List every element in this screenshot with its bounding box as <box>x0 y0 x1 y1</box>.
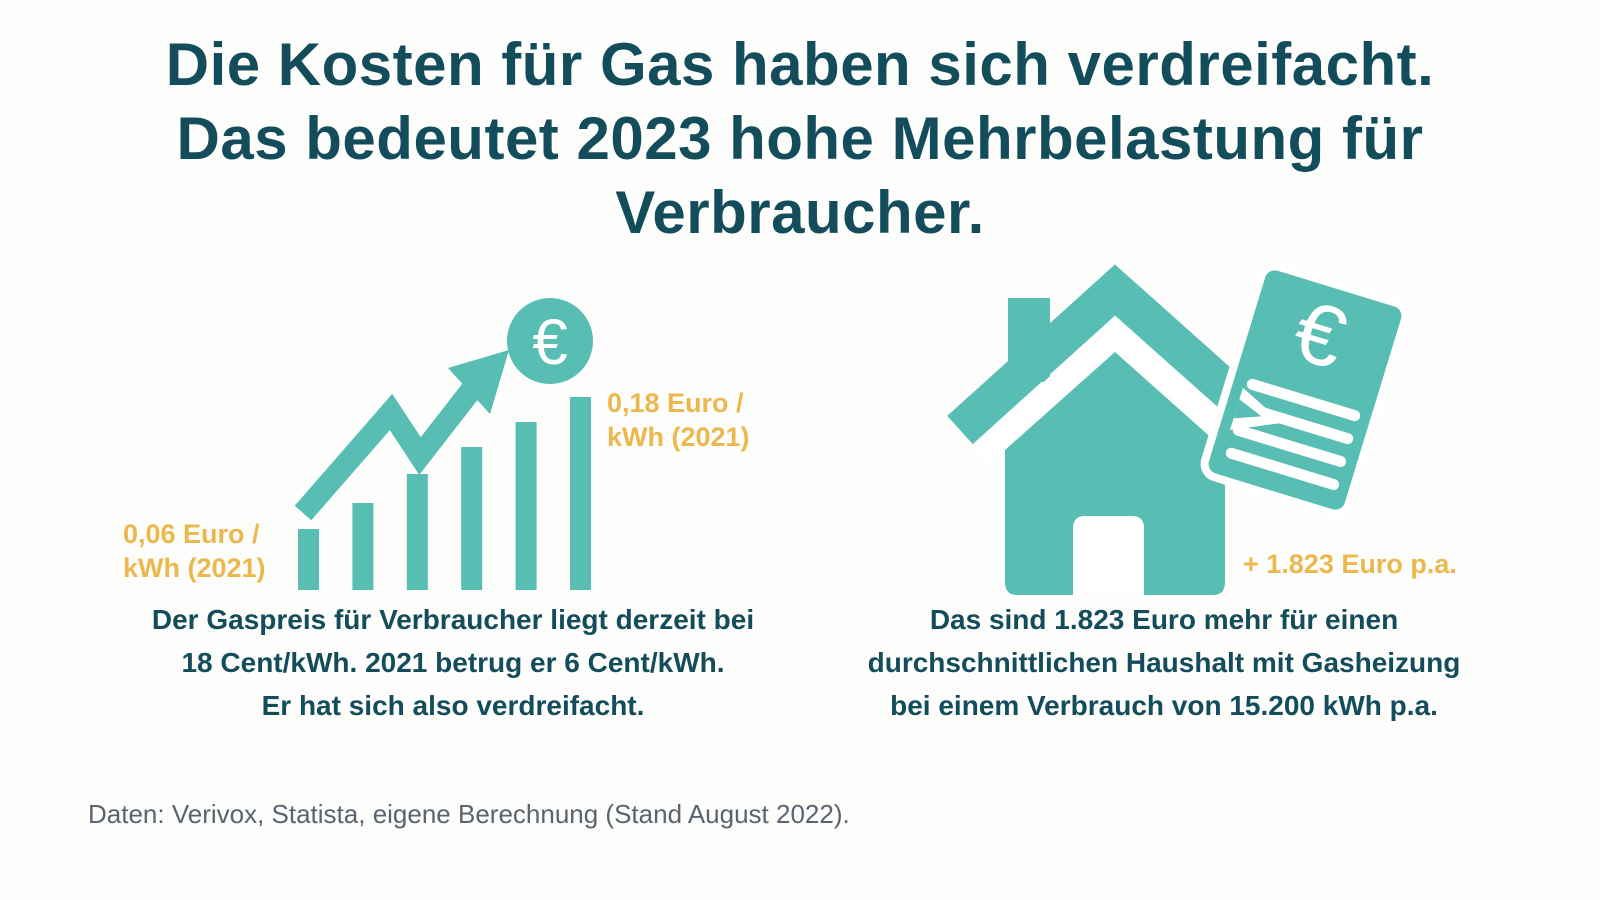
headline-line-2: Das bedeutet 2023 hohe Mehrbelastung für <box>176 105 1424 172</box>
data-source-note: Daten: Verivox, Statista, eigene Berechn… <box>88 799 850 829</box>
bar-4 <box>461 447 483 590</box>
household-cost-graphic: € <box>947 262 1410 595</box>
headline-line-1: Die Kosten für Gas haben sich verdreifac… <box>165 31 1435 98</box>
price-label-current-high: 0,18 Euro / kWh (2021) <box>607 386 750 454</box>
left-caption-line-1: Der Gaspreis für Verbraucher liegt derze… <box>151 604 755 635</box>
invoice-paper-shape <box>1200 262 1410 518</box>
bar-chart-icon <box>298 397 591 590</box>
gas-price-trend-graphic: € <box>294 298 593 590</box>
bar-2 <box>352 503 374 590</box>
bar-5 <box>515 422 537 590</box>
bar-1 <box>298 529 319 590</box>
price-label-2021-low: 0,06 Euro / kWh (2021) <box>123 517 266 585</box>
trend-arrow-icon <box>294 350 509 521</box>
left-caption-line-3: Er hat sich also verdreifacht. <box>261 690 645 721</box>
headline-line-3: Verbraucher. <box>615 179 985 246</box>
door-shape <box>1073 516 1144 595</box>
invoice-checkmark-notch <box>1233 399 1262 419</box>
bar-6 <box>570 397 591 590</box>
bar-3 <box>406 474 428 590</box>
price-label-high-line-1: 0,18 Euro / <box>607 388 744 418</box>
right-caption-line-3: bei einem Verbrauch von 15.200 kWh p.a. <box>890 690 1438 721</box>
price-label-high-line-2: kWh (2021) <box>607 422 750 452</box>
house-icon <box>947 264 1268 595</box>
euro-symbol: € <box>532 306 568 378</box>
left-caption-line-2: 18 Cent/kWh. 2021 betrug er 6 Cent/kWh. <box>181 647 725 678</box>
left-caption: Der Gaspreis für Verbraucher liegt derze… <box>88 598 818 727</box>
invoice-icon: € <box>1200 262 1410 518</box>
right-caption: Das sind 1.823 Euro mehr für einen durch… <box>808 598 1520 727</box>
euro-coin-icon: € <box>507 298 593 384</box>
roof-shape <box>947 264 1268 445</box>
annual-extra-cost-label: + 1.823 Euro p.a. <box>1243 549 1457 579</box>
price-label-low-line-1: 0,06 Euro / <box>123 519 260 549</box>
house-body-shape <box>1005 352 1225 595</box>
price-label-low-line-2: kWh (2021) <box>123 553 266 583</box>
right-caption-line-2: durchschnittlichen Haushalt mit Gasheizu… <box>867 647 1461 678</box>
right-caption-line-1: Das sind 1.823 Euro mehr für einen <box>929 604 1399 635</box>
roof-gap-shape <box>973 315 1254 465</box>
invoice-checkmark-shape <box>1230 387 1283 430</box>
page-title: Die Kosten für Gas haben sich verdreifac… <box>0 28 1600 250</box>
